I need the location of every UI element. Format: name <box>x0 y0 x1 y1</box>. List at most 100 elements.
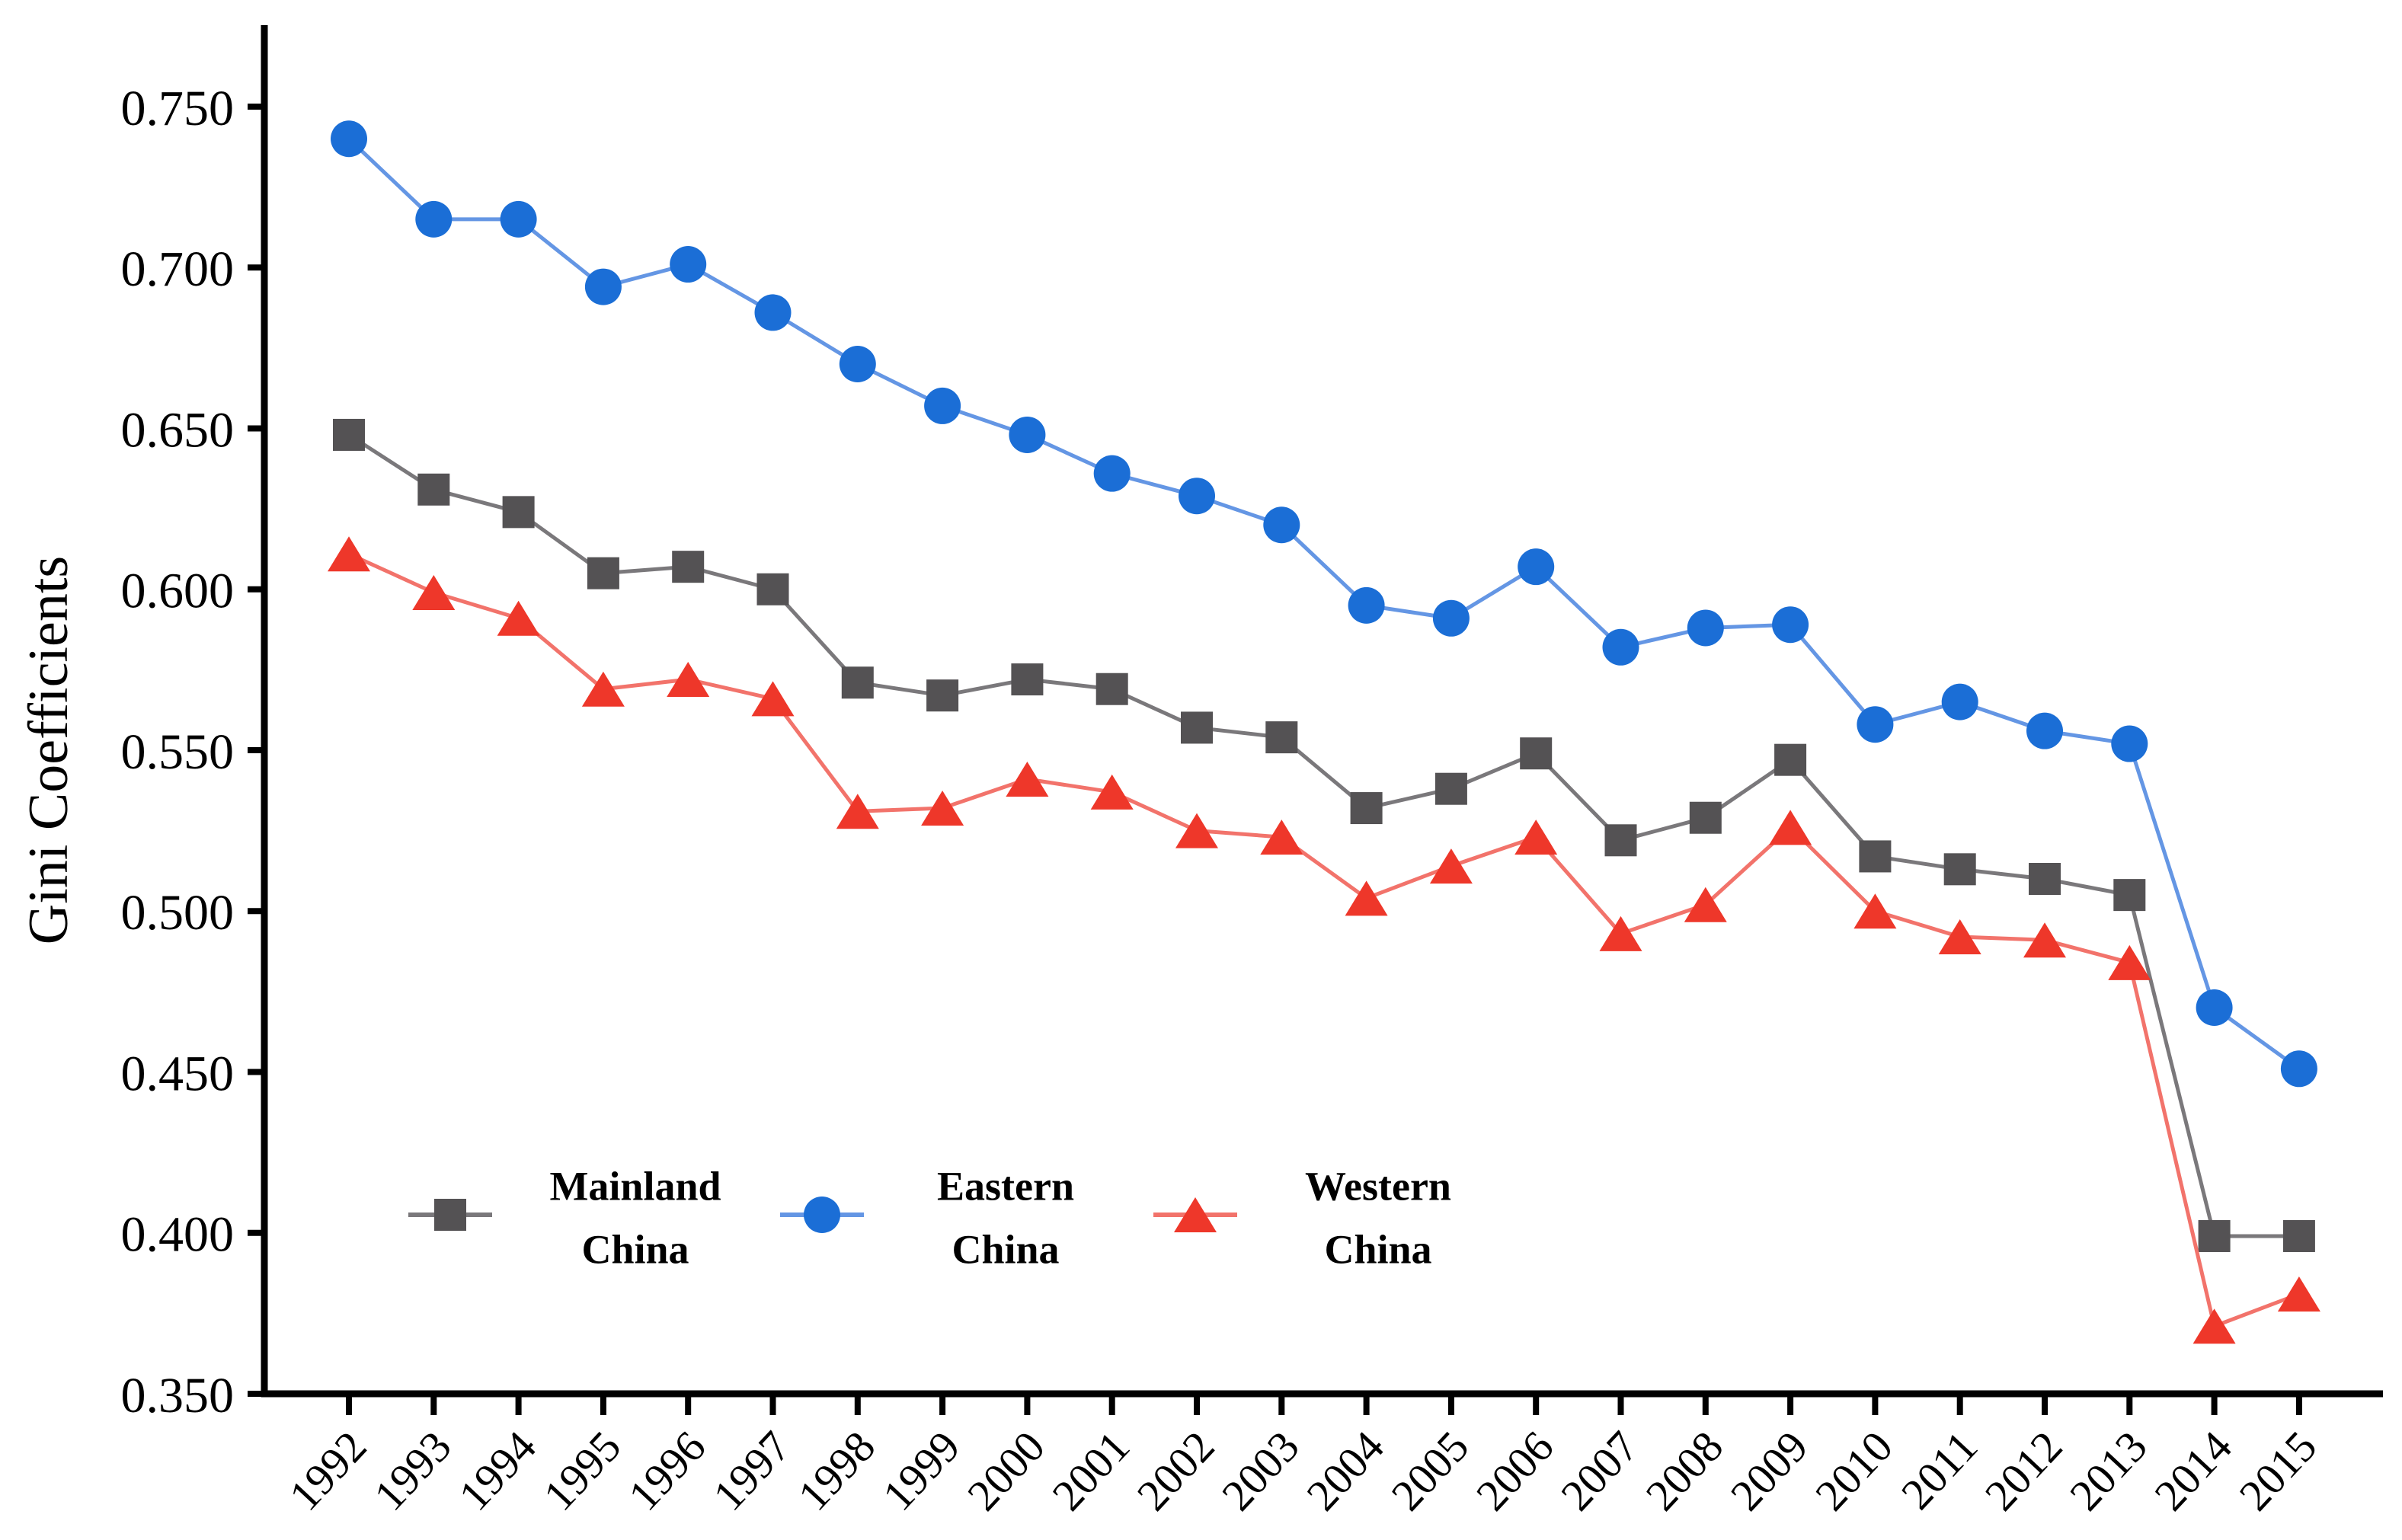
marker-mainland-china <box>2029 863 2061 895</box>
marker-mainland-china <box>2282 1219 2315 1252</box>
marker-mainland-china <box>502 496 535 529</box>
x-tick-label: 2011 <box>1892 1422 1987 1519</box>
marker-western-china <box>1429 848 1473 884</box>
x-tick-label: 1999 <box>873 1422 970 1520</box>
marker-western-china <box>1175 813 1218 848</box>
y-tick-label: 0.350 <box>121 1368 235 1423</box>
series-line-western-china <box>347 551 2300 1328</box>
marker-western-china <box>921 791 964 826</box>
legend-marker-mainland-china <box>434 1199 466 1231</box>
y-tick-label: 0.500 <box>121 885 235 941</box>
marker-mainland-china <box>1181 711 1213 744</box>
x-tick-label: 1994 <box>449 1422 545 1520</box>
y-tick-label: 0.600 <box>121 564 235 619</box>
x-tick-label: 2007 <box>1551 1422 1648 1520</box>
marker-eastern-china <box>1941 683 1978 720</box>
marker-eastern-china <box>754 294 792 331</box>
x-tick-label: 2005 <box>1382 1422 1479 1520</box>
x-tick-label: 2000 <box>958 1422 1054 1520</box>
x-tick-label: 2013 <box>2060 1422 2157 1520</box>
marker-western-china <box>1599 915 1642 951</box>
marker-mainland-china <box>333 418 365 451</box>
x-tick-label: 2001 <box>1043 1422 1140 1520</box>
marker-mainland-china <box>1774 743 1807 776</box>
marker-western-china <box>1938 919 1981 955</box>
legend-marker-eastern-china <box>804 1197 840 1233</box>
x-tick-label: 1992 <box>280 1422 376 1520</box>
marker-mainland-china <box>1011 663 1044 696</box>
marker-eastern-china <box>1772 606 1809 644</box>
marker-western-china <box>667 662 710 698</box>
y-axis-title: Gini Coefficients <box>18 556 80 944</box>
marker-mainland-china <box>587 557 619 589</box>
series-layer <box>328 120 2320 1344</box>
marker-eastern-china <box>500 200 537 238</box>
marker-eastern-china <box>1093 455 1131 492</box>
marker-mainland-china <box>1943 853 1976 886</box>
legend-label-eastern-china: Eastern <box>937 1163 1074 1209</box>
legend-item-eastern-china: Eastern China <box>780 1163 1074 1272</box>
marker-eastern-china <box>1687 609 1724 647</box>
marker-eastern-china <box>839 346 876 382</box>
x-tick-label: 1996 <box>619 1422 715 1520</box>
x-tick-label: 1998 <box>788 1422 885 1520</box>
series-eastern-china <box>331 120 2317 1088</box>
marker-western-china <box>751 681 795 717</box>
marker-mainland-china <box>1434 772 1467 805</box>
legend-label-western-china: Western <box>1305 1163 1451 1209</box>
marker-mainland-china <box>1520 737 1553 770</box>
legend-label-western-china: China <box>1324 1226 1431 1272</box>
marker-eastern-china <box>1263 506 1300 544</box>
marker-eastern-china <box>2196 989 2233 1026</box>
y-tick-label: 0.750 <box>121 81 235 136</box>
marker-western-china <box>1853 893 1897 929</box>
marker-western-china <box>328 536 370 572</box>
y-tick-label: 0.700 <box>121 241 235 297</box>
marker-eastern-china <box>670 246 707 283</box>
x-tick-label: 1993 <box>364 1422 461 1520</box>
marker-mainland-china <box>2113 879 2146 912</box>
legend-item-western-china: Western China <box>1153 1163 1451 1272</box>
chart-legend: Mainland China Eastern China Western China <box>408 1163 1451 1272</box>
marker-eastern-china <box>1857 706 1894 743</box>
y-tick-label: 0.650 <box>121 402 235 458</box>
marker-mainland-china <box>1859 840 1892 873</box>
marker-eastern-china <box>331 120 367 158</box>
marker-western-china <box>2108 944 2151 980</box>
marker-western-china <box>1090 774 1134 810</box>
legend-marker-western-china <box>1174 1197 1217 1232</box>
series-mainland-china <box>333 418 2315 1252</box>
x-tick-label: 2008 <box>1636 1422 1733 1520</box>
marker-eastern-china <box>924 387 961 424</box>
x-tick-label: 2004 <box>1297 1422 1393 1520</box>
marker-western-china <box>2277 1276 2320 1312</box>
marker-western-china <box>1260 820 1303 855</box>
legend-label-mainland-china: Mainland <box>549 1163 721 1209</box>
marker-eastern-china <box>2026 712 2063 749</box>
marker-mainland-china <box>1689 801 1722 834</box>
x-tick-label: 1997 <box>703 1422 800 1520</box>
marker-mainland-china <box>672 551 705 583</box>
marker-eastern-china <box>584 268 622 305</box>
legend-label-mainland-china: China <box>581 1226 689 1272</box>
marker-eastern-china <box>2111 725 2148 762</box>
marker-western-china <box>1769 810 1812 845</box>
marker-western-china <box>836 794 879 829</box>
marker-eastern-china <box>1432 599 1470 637</box>
marker-western-china <box>497 600 540 636</box>
marker-mainland-china <box>756 573 789 605</box>
y-tick-label: 0.550 <box>121 724 235 780</box>
x-tick-label: 2014 <box>2145 1422 2241 1520</box>
axes-layer: 0.750 0.700 0.650 0.600 0.550 0.500 0.450 0.400… <box>121 25 2383 1520</box>
marker-western-china <box>1006 762 1049 797</box>
marker-eastern-china <box>1602 628 1639 666</box>
x-tick-label: 2003 <box>1212 1422 1309 1520</box>
marker-eastern-china <box>1348 586 1385 624</box>
marker-eastern-china <box>1518 548 1555 586</box>
marker-mainland-china <box>1095 673 1128 705</box>
x-tick-label: 2010 <box>1805 1422 1902 1520</box>
y-tick-label: 0.450 <box>121 1046 235 1101</box>
marker-eastern-china <box>415 200 453 238</box>
